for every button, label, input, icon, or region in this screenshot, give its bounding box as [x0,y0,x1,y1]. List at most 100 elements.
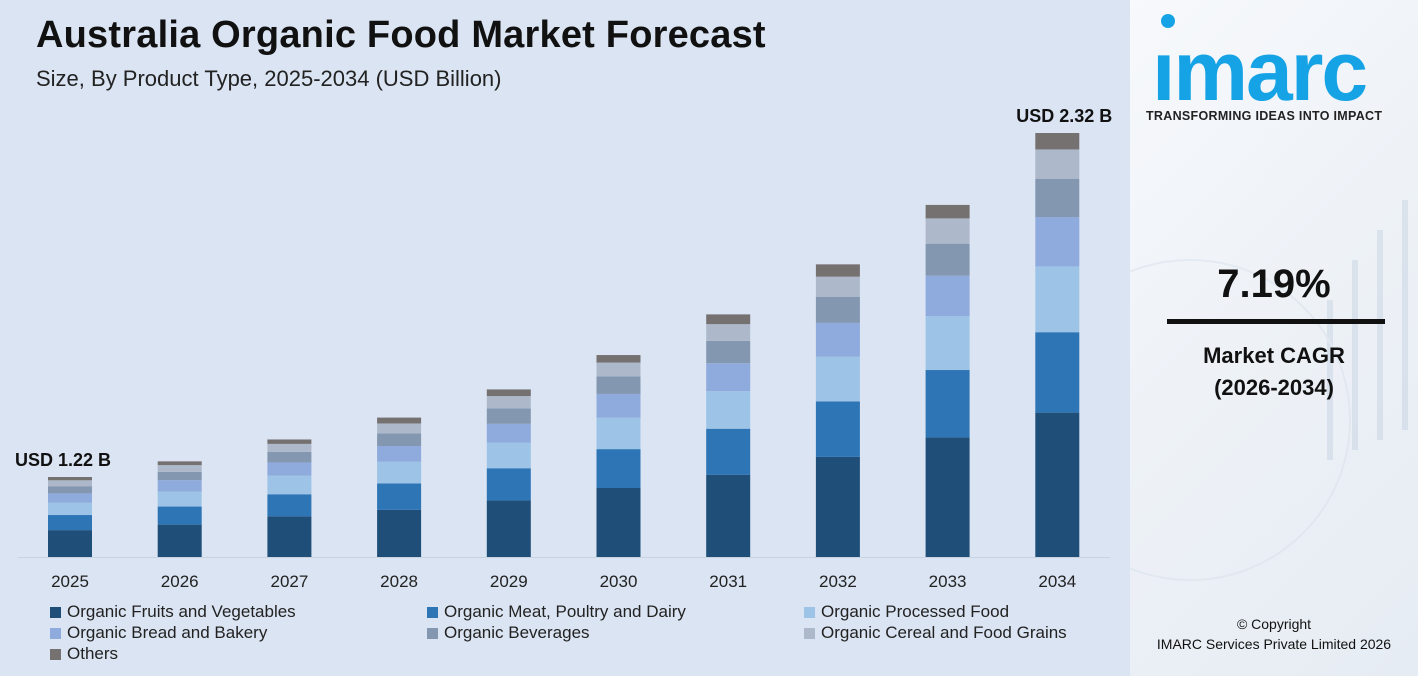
bar-segment-2034-4 [1035,178,1080,218]
bar-segment-2030-0 [596,488,641,557]
bar-segment-2028-0 [377,509,422,557]
imarc-logo: ımarc [1152,14,1368,108]
bar-segment-2029-4 [486,408,531,424]
legend-swatch [804,627,815,639]
bar-segment-2025-1 [48,515,92,531]
background-decoration [1130,200,1408,581]
bar-segment-2027-6 [267,439,312,444]
legend-item: Organic Processed Food [804,602,1009,622]
x-tick-label: 2029 [490,572,528,591]
chart-subtitle: Size, By Product Type, 2025-2034 (USD Bi… [36,66,502,91]
legend-item: Others [50,644,118,664]
bar-segment-2034-0 [1035,412,1080,557]
bar-segment-2030-5 [596,362,641,377]
x-tick-label: 2034 [1038,572,1076,591]
copyright-text: © Copyright [1236,616,1312,632]
bar-segment-2025-6 [48,477,92,481]
chart-panel: Australia Organic Food Market Forecast S… [15,14,1113,664]
bar-segment-2026-5 [157,465,202,472]
bar-segment-2033-6 [925,204,970,219]
bar-segment-2025-0 [48,530,92,557]
bar-segment-2030-6 [596,355,641,363]
bar-segment-2029-0 [486,500,531,557]
bar-segment-2029-5 [486,396,531,409]
bar-segment-2026-2 [157,491,202,507]
cagr-label: Market CAGR (2026-2034) [1130,340,1418,404]
x-tick-label: 2025 [51,572,89,591]
bar-segment-2028-6 [377,417,422,424]
x-tick-label: 2033 [929,572,967,591]
bar-segment-2033-4 [925,243,970,276]
legend-item: Organic Fruits and Vegetables [50,602,296,622]
bar-segment-2030-1 [596,449,641,489]
x-tick-label: 2032 [819,572,857,591]
bar-segment-2032-1 [815,401,860,457]
legend-label: Organic Beverages [444,623,590,642]
bar-segment-2033-3 [925,275,970,317]
bar-segment-2032-0 [815,456,860,557]
cagr-label-line1: Market CAGR [1203,343,1345,368]
x-tick-label: 2028 [380,572,418,591]
bar-segment-2034-2 [1035,266,1080,333]
legend-swatch [50,606,61,618]
legend-item: Organic Cereal and Food Grains [804,623,1067,643]
legend-swatch [50,627,61,639]
bar-segment-2032-5 [815,276,860,297]
bar-segment-2026-3 [157,480,202,492]
bar-segment-2028-5 [377,423,422,434]
legend-label: Organic Fruits and Vegetables [67,602,296,621]
bar-segment-2029-6 [486,389,531,397]
bar-segment-2027-0 [267,516,312,557]
chart-title: Australia Organic Food Market Forecast [36,14,766,56]
x-tick-label: 2027 [270,572,308,591]
legend-swatch [427,606,438,618]
legend-label: Organic Bread and Bakery [67,623,268,642]
x-tick-label: 2026 [161,572,199,591]
bar-segment-2031-3 [706,363,751,392]
bar-segment-2025-2 [48,502,92,516]
bar-segment-2028-4 [377,433,422,447]
svg-text:ımarc: ımarc [1152,24,1366,108]
bar-segment-2033-2 [925,316,970,371]
legend-label: Organic Cereal and Food Grains [821,623,1067,642]
bar-segment-2029-3 [486,423,531,443]
cagr-divider [1167,319,1385,324]
bar-segment-2025-4 [48,486,92,494]
bar-segment-2029-1 [486,468,531,501]
bar-segment-2025-5 [48,480,92,487]
bar-segment-2027-5 [267,443,312,452]
bar-segment-2026-4 [157,471,202,481]
bar-segment-2033-0 [925,437,970,557]
legend-item: Organic Bread and Bakery [50,623,267,643]
cagr-label-line2: (2026-2034) [1214,375,1334,400]
legend-item: Organic Beverages [427,623,590,643]
bar-segment-2031-2 [706,391,751,429]
bar-segment-2034-3 [1035,217,1080,267]
bar-segment-2034-5 [1035,149,1080,179]
stacked-bar-chart: 2025 2026 2027 2028 2029 2030 2031 2032 2033 2034… [15,106,1112,591]
bar-segment-2030-4 [596,376,641,394]
cagr-value: 7.19% [1217,262,1331,306]
bar-segment-2027-2 [267,475,312,495]
bar-segment-2031-5 [706,324,751,341]
bar-segment-2032-6 [815,264,860,277]
bar-segment-2028-1 [377,483,422,510]
bar-segment-2027-4 [267,451,312,463]
bar-segment-2030-3 [596,393,641,418]
bar-segment-2034-1 [1035,332,1080,413]
bar-segment-2026-6 [157,461,202,466]
bar-segment-2027-3 [267,462,312,476]
bar-segment-2032-2 [815,356,860,402]
bar-segment-2025-3 [48,493,92,503]
legend-label: Organic Processed Food [821,602,1010,621]
bar-segment-2031-1 [706,428,751,475]
bar-segment-2030-2 [596,417,641,450]
bar-segment-2031-6 [706,314,751,325]
legend-swatch [427,627,438,639]
legend-label: Organic Meat, Poultry and Dairy [444,602,686,621]
legend-swatch [804,606,815,618]
bar-segment-2029-2 [486,442,531,469]
bar-segment-2031-0 [706,474,751,557]
x-tick-label: 2030 [600,572,638,591]
bar-segment-2027-1 [267,494,312,517]
